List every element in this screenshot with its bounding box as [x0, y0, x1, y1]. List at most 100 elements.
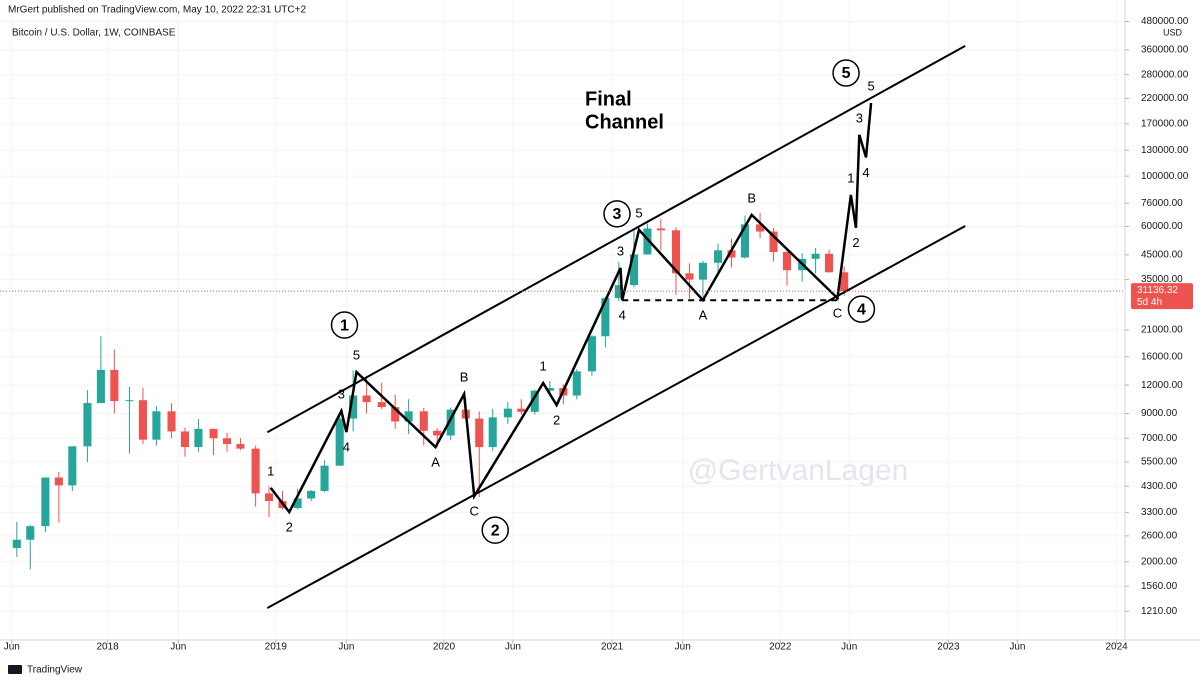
y-tick-label: 16000.00	[1141, 351, 1183, 362]
y-tick-label: 220000.00	[1141, 93, 1189, 104]
candle-body	[601, 298, 610, 337]
candle-body	[811, 253, 820, 259]
wave-label: 3	[338, 386, 345, 401]
candle-body	[265, 493, 274, 502]
candle-body	[125, 400, 134, 402]
x-tick-label: Jun	[170, 642, 186, 653]
candle-body	[194, 428, 203, 448]
candle-body	[362, 395, 371, 403]
degree-circle	[330, 311, 359, 339]
candle-body	[671, 230, 681, 274]
last-price-label: 31136.32	[1137, 285, 1178, 296]
candle-body	[740, 224, 749, 258]
x-tick-label: 2019	[265, 642, 288, 653]
y-tick-label: 9000.00	[1141, 408, 1178, 419]
y-tick-label: 5500.00	[1141, 457, 1178, 468]
candle-body	[629, 254, 639, 286]
countdown: 5d 4h	[1137, 297, 1162, 308]
x-tick-label: Jun	[505, 642, 521, 653]
candle-body	[643, 228, 652, 255]
y-tick-label: 76000.00	[1141, 198, 1183, 209]
degree-label: 3	[613, 206, 622, 223]
candle-body	[685, 273, 694, 280]
logo-mark	[8, 665, 22, 674]
candle-body	[572, 371, 581, 396]
axes: 480000.00360000.00280000.00220000.001700…	[4, 16, 1193, 653]
wave-label: 5	[635, 205, 642, 220]
candle-body	[488, 417, 497, 448]
x-tick-label: 2020	[433, 642, 456, 653]
candle-body	[349, 395, 358, 419]
grid-layer	[0, 0, 1125, 640]
candle-body	[83, 403, 92, 447]
x-tick-label: 2023	[937, 642, 960, 653]
candle-body	[698, 262, 707, 280]
candle-body	[236, 444, 245, 449]
y-tick-label: 100000.00	[1141, 171, 1189, 182]
candle-body	[530, 390, 539, 412]
x-tick-label: 2021	[601, 642, 624, 653]
candle-body	[180, 431, 190, 448]
candle-body	[503, 408, 512, 418]
degree-label: 4	[857, 301, 866, 318]
candle-body	[446, 409, 455, 436]
wave-label: 2	[286, 520, 293, 535]
wave-label: 2	[852, 235, 859, 250]
y-tick-label: 4300.00	[1141, 481, 1178, 492]
candle-body	[222, 438, 232, 445]
x-tick-label: 2024	[1105, 642, 1128, 653]
wave-label: 5	[867, 78, 874, 93]
candle-body	[404, 411, 413, 422]
candle-body	[41, 477, 50, 527]
candle-body	[307, 490, 316, 499]
degree-circle	[603, 200, 631, 228]
degree-circle	[847, 295, 876, 323]
wave-label: 4	[343, 440, 350, 455]
y-tick-label: 480000.00	[1141, 16, 1189, 27]
degree-circle	[832, 59, 860, 87]
watermark: @GertvanLagen	[688, 454, 909, 487]
candle-body	[782, 252, 792, 271]
wave-label: B	[747, 190, 756, 205]
degree-label: 2	[491, 522, 500, 539]
wave-label: 3	[617, 243, 624, 258]
x-tick-label: Jun	[1009, 642, 1025, 653]
degree-circle	[481, 516, 509, 544]
x-tick-label: 2018	[96, 642, 119, 653]
wave-label: C	[470, 504, 479, 519]
symbol-title: Bitcoin / U.S. Dollar, 1W, COINBASE	[12, 28, 176, 39]
candle-body	[110, 369, 119, 402]
candle-body	[167, 411, 176, 432]
currency: USD	[1163, 27, 1183, 37]
candle-body	[293, 498, 302, 508]
wave-label: 4	[619, 308, 626, 323]
x-tick-label: Jun	[841, 642, 857, 653]
brand: TradingView	[27, 665, 83, 676]
y-tick-label: 45000.00	[1141, 249, 1183, 260]
x-tick-label: Jun	[4, 642, 20, 653]
candle-body	[840, 272, 849, 292]
wave-label: B	[460, 369, 469, 384]
x-tick-label: Jun	[338, 642, 354, 653]
wave-label: 1	[267, 463, 274, 478]
candle-body	[727, 250, 736, 258]
y-tick-label: 21000.00	[1141, 325, 1183, 336]
candle-body	[320, 465, 329, 491]
candle-body	[96, 369, 105, 404]
wave-label: 1	[847, 170, 854, 185]
candle-body	[209, 428, 218, 439]
last-price-box	[1131, 283, 1193, 310]
wave-label: A	[431, 455, 440, 470]
y-tick-label: 2000.00	[1141, 556, 1178, 567]
y-tick-label: 130000.00	[1141, 145, 1189, 156]
y-tick-label: 2600.00	[1141, 531, 1178, 542]
candle-body	[152, 411, 161, 440]
degree-label: 5	[842, 65, 851, 82]
candle-body	[475, 418, 484, 448]
annotation: Channel	[585, 111, 664, 133]
candle-body	[714, 250, 723, 263]
candle-body	[391, 407, 400, 422]
y-tick-label: 1560.00	[1141, 581, 1178, 592]
brand-logo: TradingView	[8, 665, 83, 676]
